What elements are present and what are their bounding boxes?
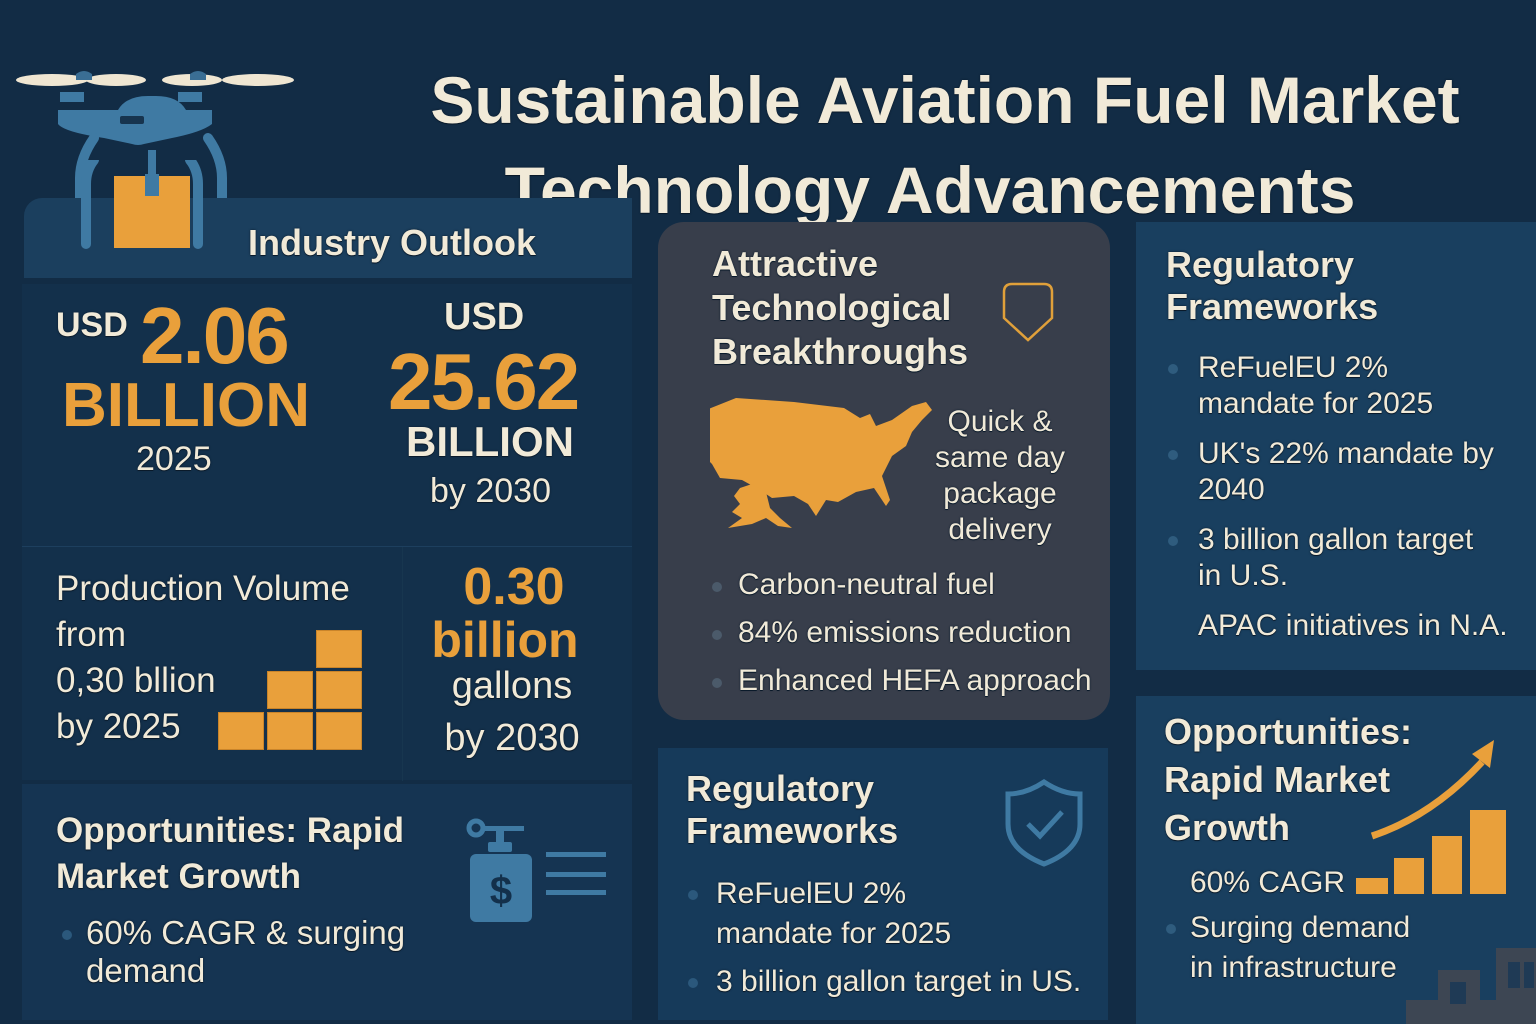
package-box-icon (114, 174, 190, 248)
cagr-text: 60% CAGR (1190, 866, 1346, 899)
regulatory-right-card (1136, 222, 1536, 670)
tech-breakthroughs-title: Attractive Technological Breakthroughs (712, 242, 968, 374)
bullet-text: 60% CAGR & surging demand (86, 914, 406, 989)
block (267, 671, 313, 709)
stacked-blocks-icon (218, 630, 368, 754)
regulatory-right-title: Regulatory Frameworks (1166, 244, 1378, 328)
regulatory-bullet-item: UK's 22% mandate by 2040 (1168, 436, 1508, 508)
production-label-line: Production Volume (56, 569, 350, 608)
bullet-text: 84% emissions reduction (738, 616, 1072, 649)
bullet-dot (1168, 536, 1178, 546)
production-label-line: 0,30 bllion (56, 661, 216, 700)
title-line: Attractive (712, 243, 879, 284)
opportunities-right-card (1136, 696, 1536, 1024)
volume-value: 0.30 (463, 558, 565, 616)
market-2025-year: 2025 (136, 440, 212, 478)
bullet-text: ReFuelEU 2% mandate for 2025 (716, 877, 952, 950)
bullet-dot (712, 630, 722, 640)
block (316, 671, 362, 709)
market-2025-currency: USD (56, 306, 128, 344)
delivery-line: same day (934, 441, 1066, 474)
bullet-dot (688, 978, 698, 988)
delivery-text: Quick & same day package delivery (928, 404, 1072, 548)
production-volume-label: Production Volume from 0,30 bllion by 20… (56, 566, 350, 750)
title-line: Breakthroughs (712, 331, 969, 372)
delivery-line: package (943, 477, 1057, 510)
production-label-line: by 2025 (56, 707, 181, 746)
bullet-text: UK's 22% mandate by 2040 (1198, 437, 1494, 506)
bullet-dot (1168, 364, 1178, 374)
usa-map-icon (710, 398, 932, 528)
bullet-text: 3 billion gallon target in US. (716, 965, 1082, 998)
market-2030-currency: USD (444, 296, 525, 338)
delivery-line: Quick & (947, 405, 1053, 438)
bullet-dot (712, 678, 722, 688)
title-line: Regulatory (1166, 244, 1355, 285)
title-line: Market Growth (56, 857, 302, 896)
volume-unit: billion (431, 612, 579, 668)
market-2025-value: 2.06 (140, 291, 290, 380)
title-line: Opportunities: Rapid (56, 811, 405, 850)
title-line: Opportunities: (1164, 711, 1412, 752)
tech-bullet-list: Carbon-neutral fuel 84% emissions reduct… (712, 568, 1092, 712)
regulatory-center-card (658, 748, 1108, 1020)
market-value-panel (22, 284, 632, 546)
bullet-text: 3 billion gallon target in U.S. (1198, 523, 1474, 592)
drone-legs-icon (81, 160, 203, 249)
title-line: Technological (712, 287, 952, 328)
growth-bar-chart-arrow-icon (1356, 740, 1506, 894)
regulatory-right-bullets: ReFuelEU 2% mandate for 2025 UK's 22% ma… (1168, 350, 1528, 658)
shield-outline-icon (1002, 282, 1054, 342)
shield-check-icon (1005, 778, 1083, 867)
regulatory-bullet-item: 3 billion gallon target in US. (688, 962, 1098, 1002)
industry-outlook-label: Industry Outlook (248, 222, 536, 263)
title-line: Frameworks (686, 810, 899, 851)
regulatory-bullet-item: ReFuelEU 2% mandate for 2025 (1168, 350, 1508, 422)
page-title: Sustainable Aviation Fuel Market Technol… (340, 56, 1536, 236)
market-2025-unit: BILLION (62, 371, 310, 440)
market-2030-unit: BILLION (406, 418, 574, 465)
regulatory-bullet-item: ReFuelEU 2% mandate for 2025 (688, 874, 1028, 954)
market-2030-year: by 2030 (430, 472, 551, 510)
title-line-1: Sustainable Aviation Fuel Market (430, 63, 1460, 137)
tech-bullet-item: 84% emissions reduction (712, 616, 1092, 664)
bullet-text: ReFuelEU 2% mandate for 2025 (1198, 351, 1434, 420)
regulatory-bullet-item: APAC initiatives in N.A. (1168, 608, 1528, 644)
bullet-dot (1168, 450, 1178, 460)
block (267, 712, 313, 750)
title-line: Rapid Market (1164, 759, 1391, 800)
bullet-dot (712, 582, 722, 592)
bullet-text: Surging demand in infrastructure (1190, 911, 1411, 984)
bullet-text: Carbon-neutral fuel (738, 568, 995, 601)
volume-gallons: gallons (451, 665, 573, 707)
bullet-dot (688, 890, 698, 900)
market-2030-value: 25.62 (388, 337, 580, 426)
regulatory-center-bullets: ReFuelEU 2% mandate for 2025 3 billion g… (688, 874, 1098, 1002)
opportunities-left-title: Opportunities: Rapid Market Growth (56, 808, 404, 900)
regulatory-center-title: Regulatory Frameworks (686, 768, 898, 852)
bullet-dot (1166, 924, 1176, 934)
surging-demand-bullet: Surging demand in infrastructure (1166, 908, 1426, 988)
tech-bullet-item: Carbon-neutral fuel (712, 568, 1092, 616)
delivery-line: delivery (948, 513, 1052, 546)
bullet-text: Enhanced HEFA approach (738, 664, 1092, 697)
title-line: Regulatory (686, 768, 875, 809)
title-line: Growth (1164, 807, 1290, 848)
fuel-pump-dollar-icon: $ (466, 818, 606, 922)
block (218, 712, 264, 750)
opportunities-left-bullet: 60% CAGR & surging demand (62, 914, 422, 990)
block (316, 712, 362, 750)
svg-text:$: $ (490, 869, 512, 913)
title-line: Frameworks (1166, 286, 1379, 327)
regulatory-bullet-item: 3 billion gallon target in U.S. (1168, 522, 1498, 594)
block (316, 630, 362, 668)
city-buildings-icon (1406, 948, 1536, 1024)
production-label-line: from (56, 615, 126, 654)
volume-year: by 2030 (444, 717, 580, 759)
bullet-dot (62, 930, 72, 940)
opportunities-right-title: Opportunities: Rapid Market Growth (1164, 708, 1412, 852)
bullet-text: APAC initiatives in N.A. (1198, 609, 1508, 642)
tech-bullet-item: Enhanced HEFA approach (712, 664, 1092, 712)
title-line-2: Technology Advancements (504, 152, 1356, 227)
